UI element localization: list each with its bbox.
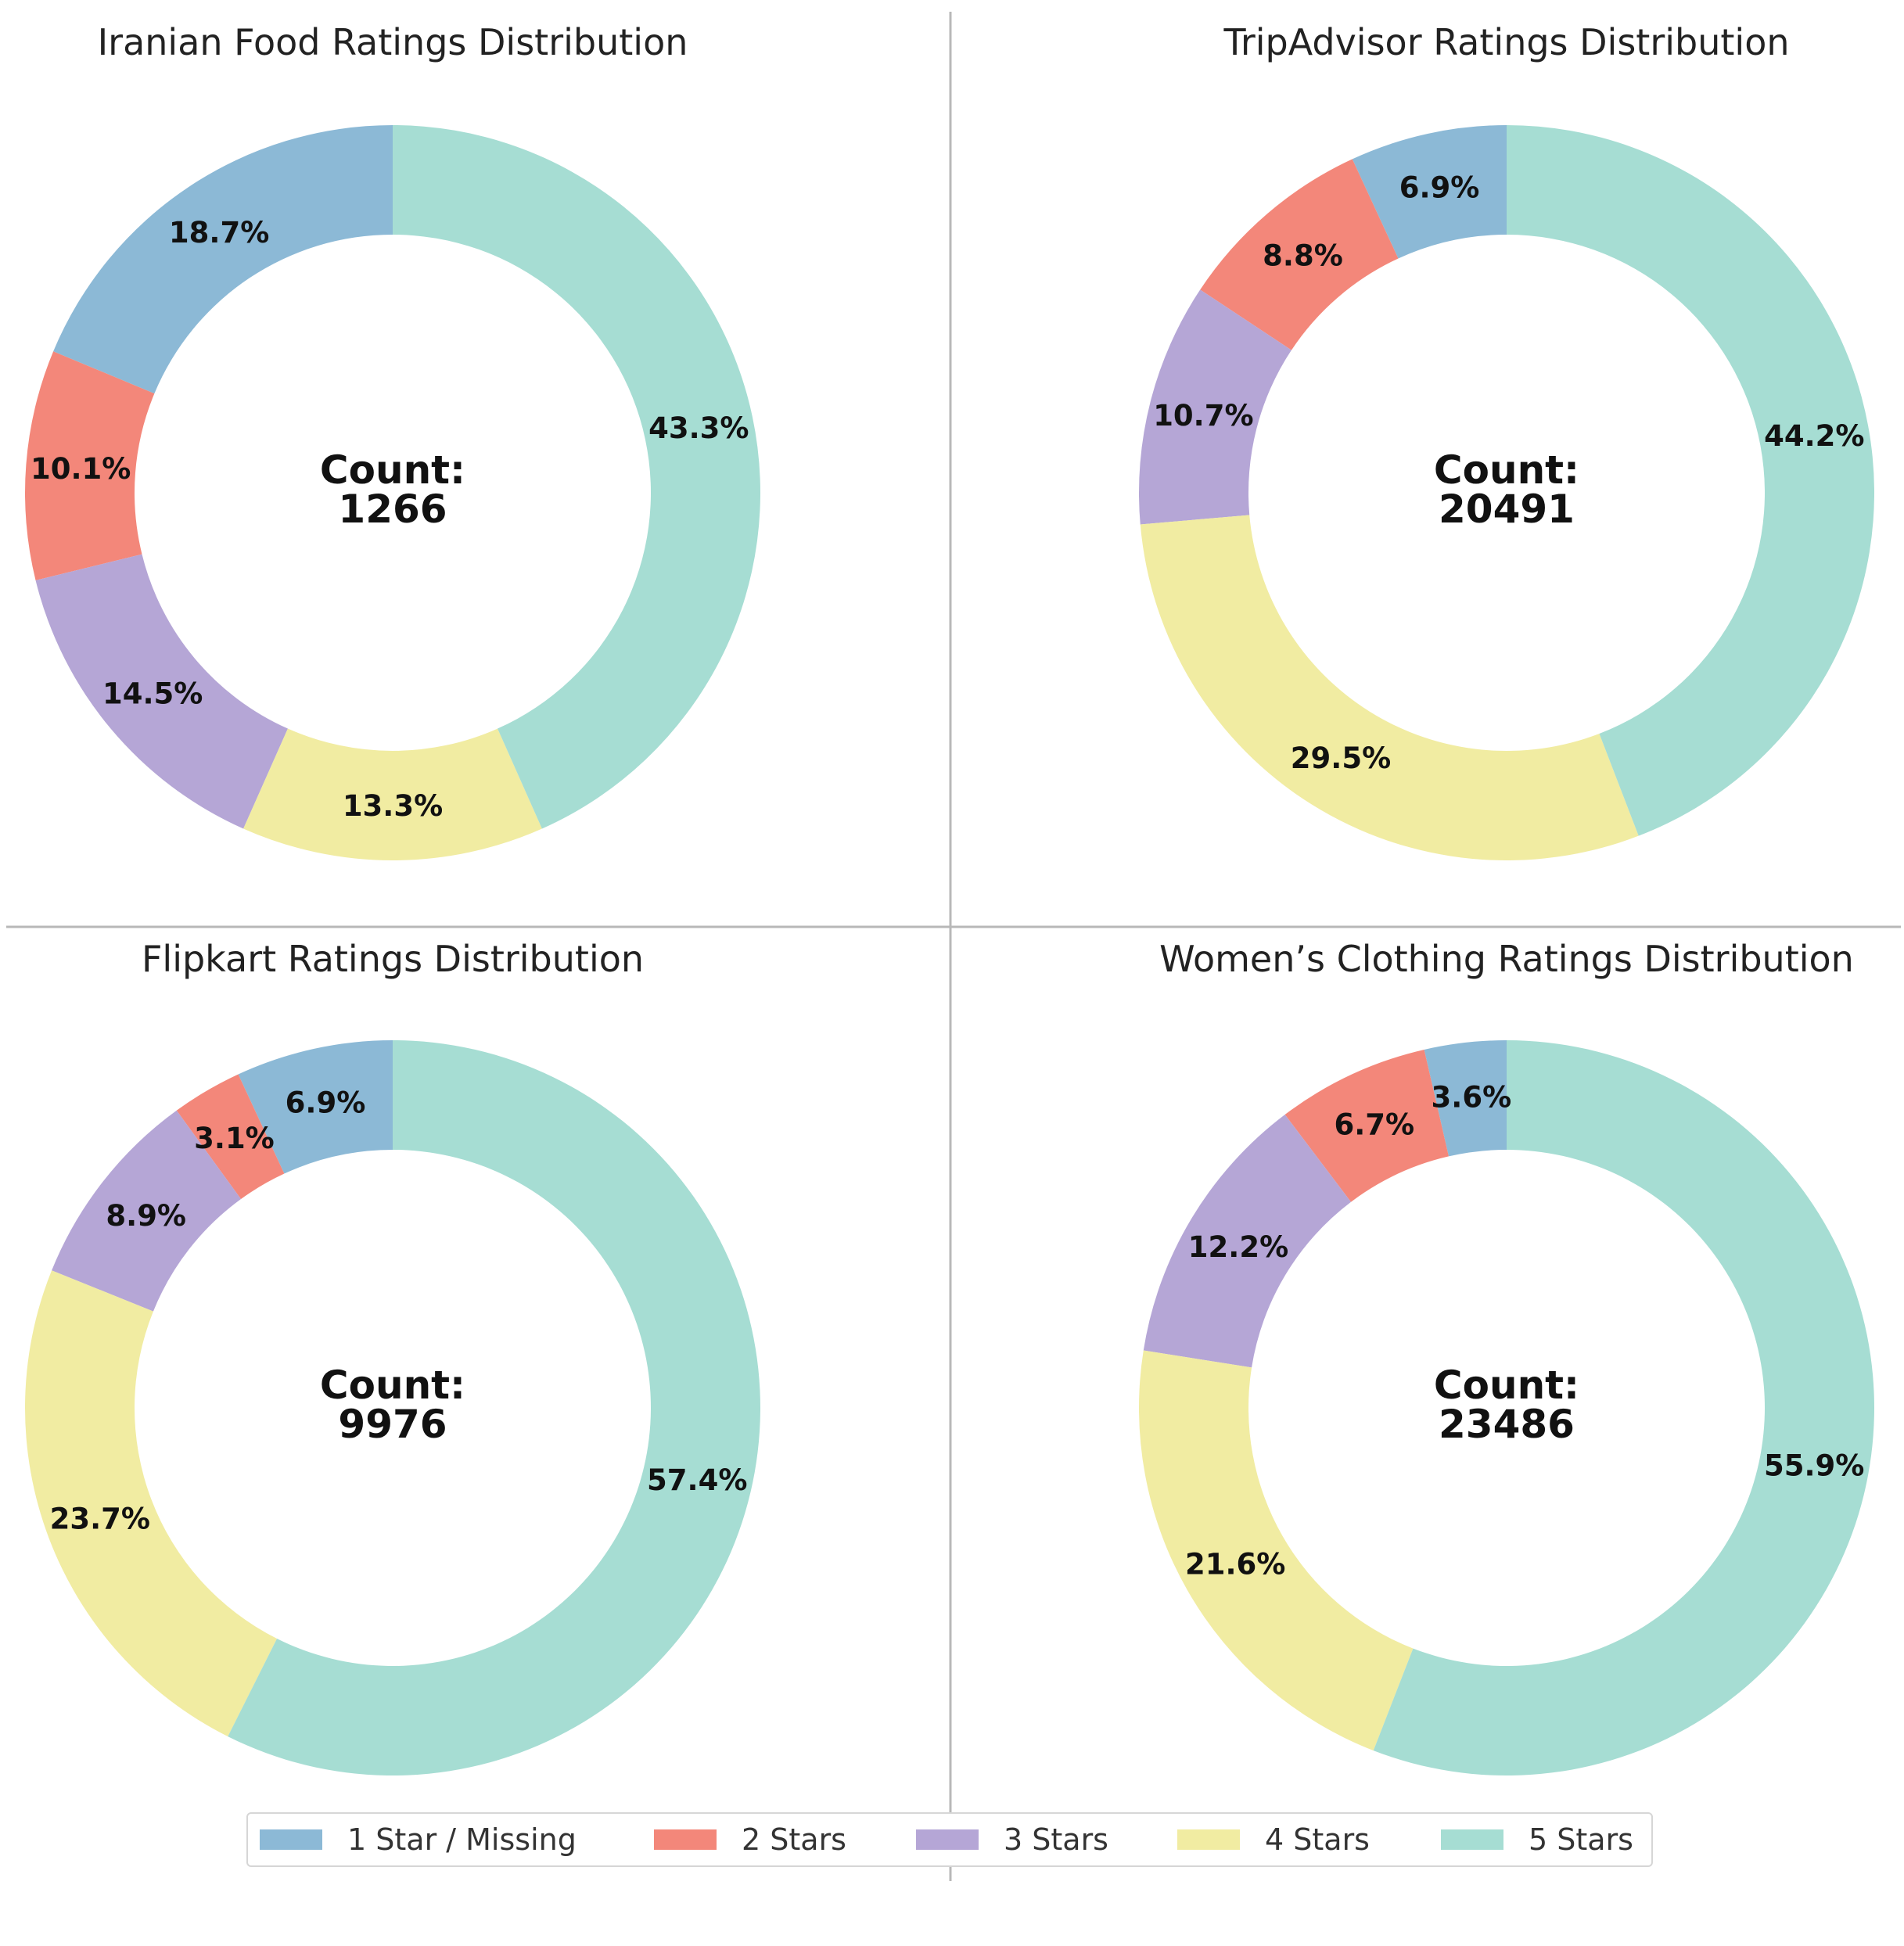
legend-label: 4 Stars: [1265, 1822, 1370, 1857]
donut-wedge-5: [228, 1040, 761, 1775]
legend-item: 1 Star / Missing: [260, 1822, 577, 1857]
wedge-percent-label: 21.6%: [1185, 1547, 1285, 1581]
panel-flipkart: Flipkart Ratings Distribution 6.9% 3.1% 8.…: [25, 938, 761, 1775]
legend-swatch: [654, 1829, 717, 1850]
center-count-value: 23486: [1439, 1402, 1575, 1447]
wedge-percent-label: 6.9%: [286, 1086, 366, 1119]
legend-label: 1 Star / Missing: [347, 1822, 577, 1857]
donut-wedge-1: [238, 1040, 393, 1174]
chart-title: Women’s Clothing Ratings Distribution: [1159, 938, 1854, 980]
donut-wedge-4: [243, 728, 542, 860]
wedge-percent-label: 57.4%: [647, 1463, 747, 1497]
legend-item: 2 Stars: [654, 1822, 846, 1857]
wedge-percent-label: 10.7%: [1153, 399, 1253, 433]
panel-womens-clothing: Women’s Clothing Ratings Distribution 3.…: [1139, 938, 1874, 1775]
wedge-percent-label: 8.8%: [1263, 239, 1343, 272]
legend-swatch: [916, 1829, 979, 1850]
wedge-percent-label: 29.5%: [1291, 741, 1391, 775]
donut-wedge-1: [1352, 125, 1507, 259]
center-count-value: 20491: [1439, 486, 1575, 532]
donut-labels: 18.7% 10.1% 14.5% 13.3% 43.3%: [31, 216, 749, 823]
legend-swatch: [260, 1829, 322, 1850]
wedge-percent-label: 6.7%: [1335, 1108, 1415, 1142]
donut-wedge-2: [1284, 1049, 1449, 1202]
wedge-percent-label: 44.2%: [1764, 419, 1864, 453]
wedge-percent-label: 14.5%: [102, 677, 203, 711]
wedge-percent-label: 3.1%: [194, 1122, 275, 1155]
donut-labels: 6.9% 3.1% 8.9% 23.7% 57.4%: [50, 1086, 748, 1535]
donut-labels: 3.6% 6.7% 12.2% 21.6% 55.9%: [1185, 1081, 1864, 1582]
legend-item: 4 Stars: [1177, 1822, 1370, 1857]
wedge-percent-label: 43.3%: [648, 411, 749, 445]
donut-wedges: [1139, 1040, 1874, 1775]
legend-swatch: [1441, 1829, 1503, 1850]
wedge-percent-label: 8.9%: [106, 1199, 186, 1233]
center-count-value: 9976: [338, 1402, 447, 1447]
donut-wedge-4: [25, 1270, 278, 1737]
donut-wedge-4: [1140, 515, 1639, 860]
wedge-percent-label: 23.7%: [50, 1502, 150, 1535]
donut-wedge-5: [393, 125, 760, 829]
legend: 1 Star / Missing 2 Stars 3 Stars 4 Stars…: [246, 1812, 1653, 1867]
wedge-percent-label: 55.9%: [1764, 1449, 1864, 1483]
donut-wedge-5: [1507, 125, 1874, 836]
panel-tripadvisor: TripAdvisor Ratings Distribution 6.9% 8.8…: [1139, 21, 1874, 860]
donut-wedge-1: [1424, 1040, 1507, 1157]
donut-wedge-3: [1143, 1115, 1352, 1368]
donut-labels: 6.9% 8.8% 10.7% 29.5% 44.2%: [1153, 171, 1864, 775]
legend-label: 2 Stars: [742, 1822, 846, 1857]
donut-wedge-3: [35, 554, 288, 829]
panel-iranian-food: Iranian Food Ratings Distribution 18.7%1…: [24, 21, 760, 860]
chart-title: Flipkart Ratings Distribution: [142, 938, 644, 980]
wedge-percent-label: 13.3%: [343, 789, 443, 823]
center-count-label: Count:: [1434, 1363, 1579, 1408]
donut-wedge-5: [1373, 1040, 1874, 1775]
wedge-percent-label: 18.7%: [169, 216, 269, 250]
chart-title: Iranian Food Ratings Distribution: [98, 21, 688, 63]
wedge-percent-label: 3.6%: [1432, 1081, 1512, 1115]
legend-label: 5 Stars: [1529, 1822, 1633, 1857]
donut-wedge-2: [1200, 159, 1399, 350]
donut-wedge-2: [24, 351, 155, 580]
legend-swatch: [1177, 1829, 1240, 1850]
center-count-label: Count:: [320, 1363, 465, 1408]
donut-wedge-3: [1139, 289, 1291, 525]
center-count-value: 1266: [338, 486, 447, 532]
wedge-percent-label: 10.1%: [31, 452, 131, 486]
donut-wedges: [1139, 125, 1874, 860]
legend-label: 3 Stars: [1004, 1822, 1108, 1857]
donut-wedges: [25, 1040, 761, 1775]
donut-wedge-4: [1139, 1350, 1414, 1751]
legend-item: 3 Stars: [916, 1822, 1108, 1857]
center-count-label: Count:: [1434, 447, 1579, 493]
donut-wedge-2: [176, 1074, 285, 1200]
donut-wedge-3: [52, 1110, 242, 1312]
chart-title: TripAdvisor Ratings Distribution: [1223, 21, 1790, 63]
center-count-label: Count:: [320, 447, 465, 493]
donut-wedge-1: [53, 125, 393, 394]
donut-wedges: [24, 125, 760, 860]
wedge-percent-label: 6.9%: [1399, 171, 1480, 204]
wedge-percent-label: 12.2%: [1188, 1230, 1288, 1264]
legend-item: 5 Stars: [1441, 1822, 1633, 1857]
